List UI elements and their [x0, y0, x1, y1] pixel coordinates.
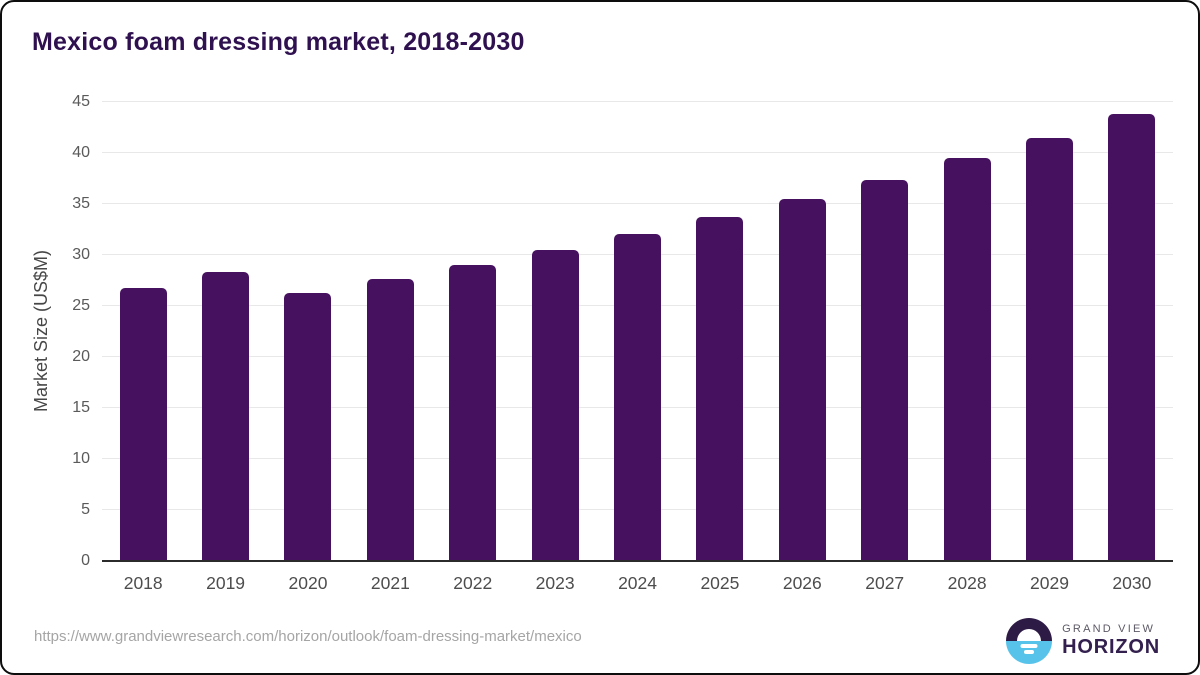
bar-2029: [1025, 137, 1073, 561]
bar-2021: [366, 279, 414, 561]
y-tick-label-10: 10: [72, 450, 90, 467]
bar-2027: [861, 179, 909, 561]
bar-slot-2023: [514, 102, 596, 561]
bar-2028: [943, 158, 991, 561]
horizon-icon-dome: [1017, 629, 1042, 641]
chart-title: Mexico foam dressing market, 2018-2030: [32, 28, 525, 56]
logo-text-horizon: HORIZON: [1062, 635, 1160, 658]
bar-slot-2025: [679, 102, 761, 561]
x-axis-line: [102, 560, 1173, 562]
bar-2025: [696, 217, 744, 561]
bar-slot-2020: [267, 102, 349, 561]
x-tick-label-2022: 2022: [453, 573, 493, 593]
x-tick-label-2023: 2023: [535, 573, 575, 593]
logo-text: GRAND VIEW HORIZON: [1062, 623, 1160, 658]
gridline-40: [102, 152, 1173, 153]
y-tick-label-40: 40: [72, 144, 90, 161]
plot-area: 0 5 10 15 20 25 30 35 40 45 2018 2019 2020 2021 2022 2…: [72, 93, 1173, 593]
bar-slot-2024: [596, 102, 678, 561]
x-tick-label-2028: 2028: [947, 573, 987, 593]
bar-2022: [449, 265, 497, 561]
bar-slot-2028: [926, 102, 1008, 561]
horizon-icon-wave: [1024, 650, 1035, 654]
bar-slot-2021: [349, 102, 431, 561]
x-tick-label-2025: 2025: [700, 573, 740, 593]
y-tick-label-15: 15: [72, 399, 90, 417]
bar-2018: [119, 287, 167, 561]
x-tick-label-2027: 2027: [865, 573, 905, 593]
x-tick-label-2019: 2019: [206, 573, 246, 593]
bar-slot-2018: [102, 102, 184, 561]
x-tick-label-2026: 2026: [782, 573, 822, 593]
y-tick-label-25: 25: [72, 297, 90, 314]
x-tick-label-2018: 2018: [123, 573, 163, 593]
horizon-sunset-icon: [1006, 618, 1053, 664]
source-url: https://www.grandviewresearch.com/horizo…: [34, 628, 582, 645]
bar-slot-2030: [1091, 102, 1173, 561]
bars-layer: [102, 102, 1173, 561]
y-tick-label-30: 30: [72, 246, 90, 264]
bar-2030: [1108, 114, 1156, 561]
gridline-45: [102, 101, 1173, 102]
x-tick-label-2020: 2020: [288, 573, 328, 593]
bar-2019: [202, 272, 250, 561]
gridline-35: [102, 203, 1173, 204]
bar-2020: [284, 292, 332, 561]
y-tick-label-35: 35: [72, 195, 90, 212]
bar-slot-2027: [844, 102, 926, 561]
bar-2023: [531, 249, 579, 561]
bar-2026: [778, 198, 826, 561]
y-axis-title-text: Market Size (US$M): [30, 250, 51, 413]
x-tick-label-2029: 2029: [1030, 573, 1069, 593]
x-tick-label-2024: 2024: [618, 573, 657, 593]
bar-slot-2029: [1008, 102, 1090, 561]
y-tick-label-0: 0: [81, 552, 90, 569]
x-tick-label-2021: 2021: [370, 573, 410, 593]
bar-slot-2026: [761, 102, 843, 561]
bar-slot-2022: [432, 102, 514, 561]
x-tick-labels: 2018 2019 2020 2021 2022 2023 2024 2025 2026 2027…: [102, 573, 1173, 594]
y-tick-label-5: 5: [81, 501, 90, 518]
bar-2024: [614, 233, 662, 561]
y-tick-label-45: 45: [72, 93, 90, 110]
bar-slot-2019: [184, 102, 266, 561]
x-tick-label-2030: 2030: [1112, 573, 1152, 593]
y-tick-label-20: 20: [72, 348, 90, 365]
y-axis-title: Market Size (US$M): [28, 102, 54, 561]
grand-view-horizon-logo: GRAND VIEW HORIZON: [1006, 618, 1160, 664]
horizon-icon-wave: [1020, 644, 1038, 648]
logo-text-grand-view: GRAND VIEW: [1062, 623, 1156, 636]
